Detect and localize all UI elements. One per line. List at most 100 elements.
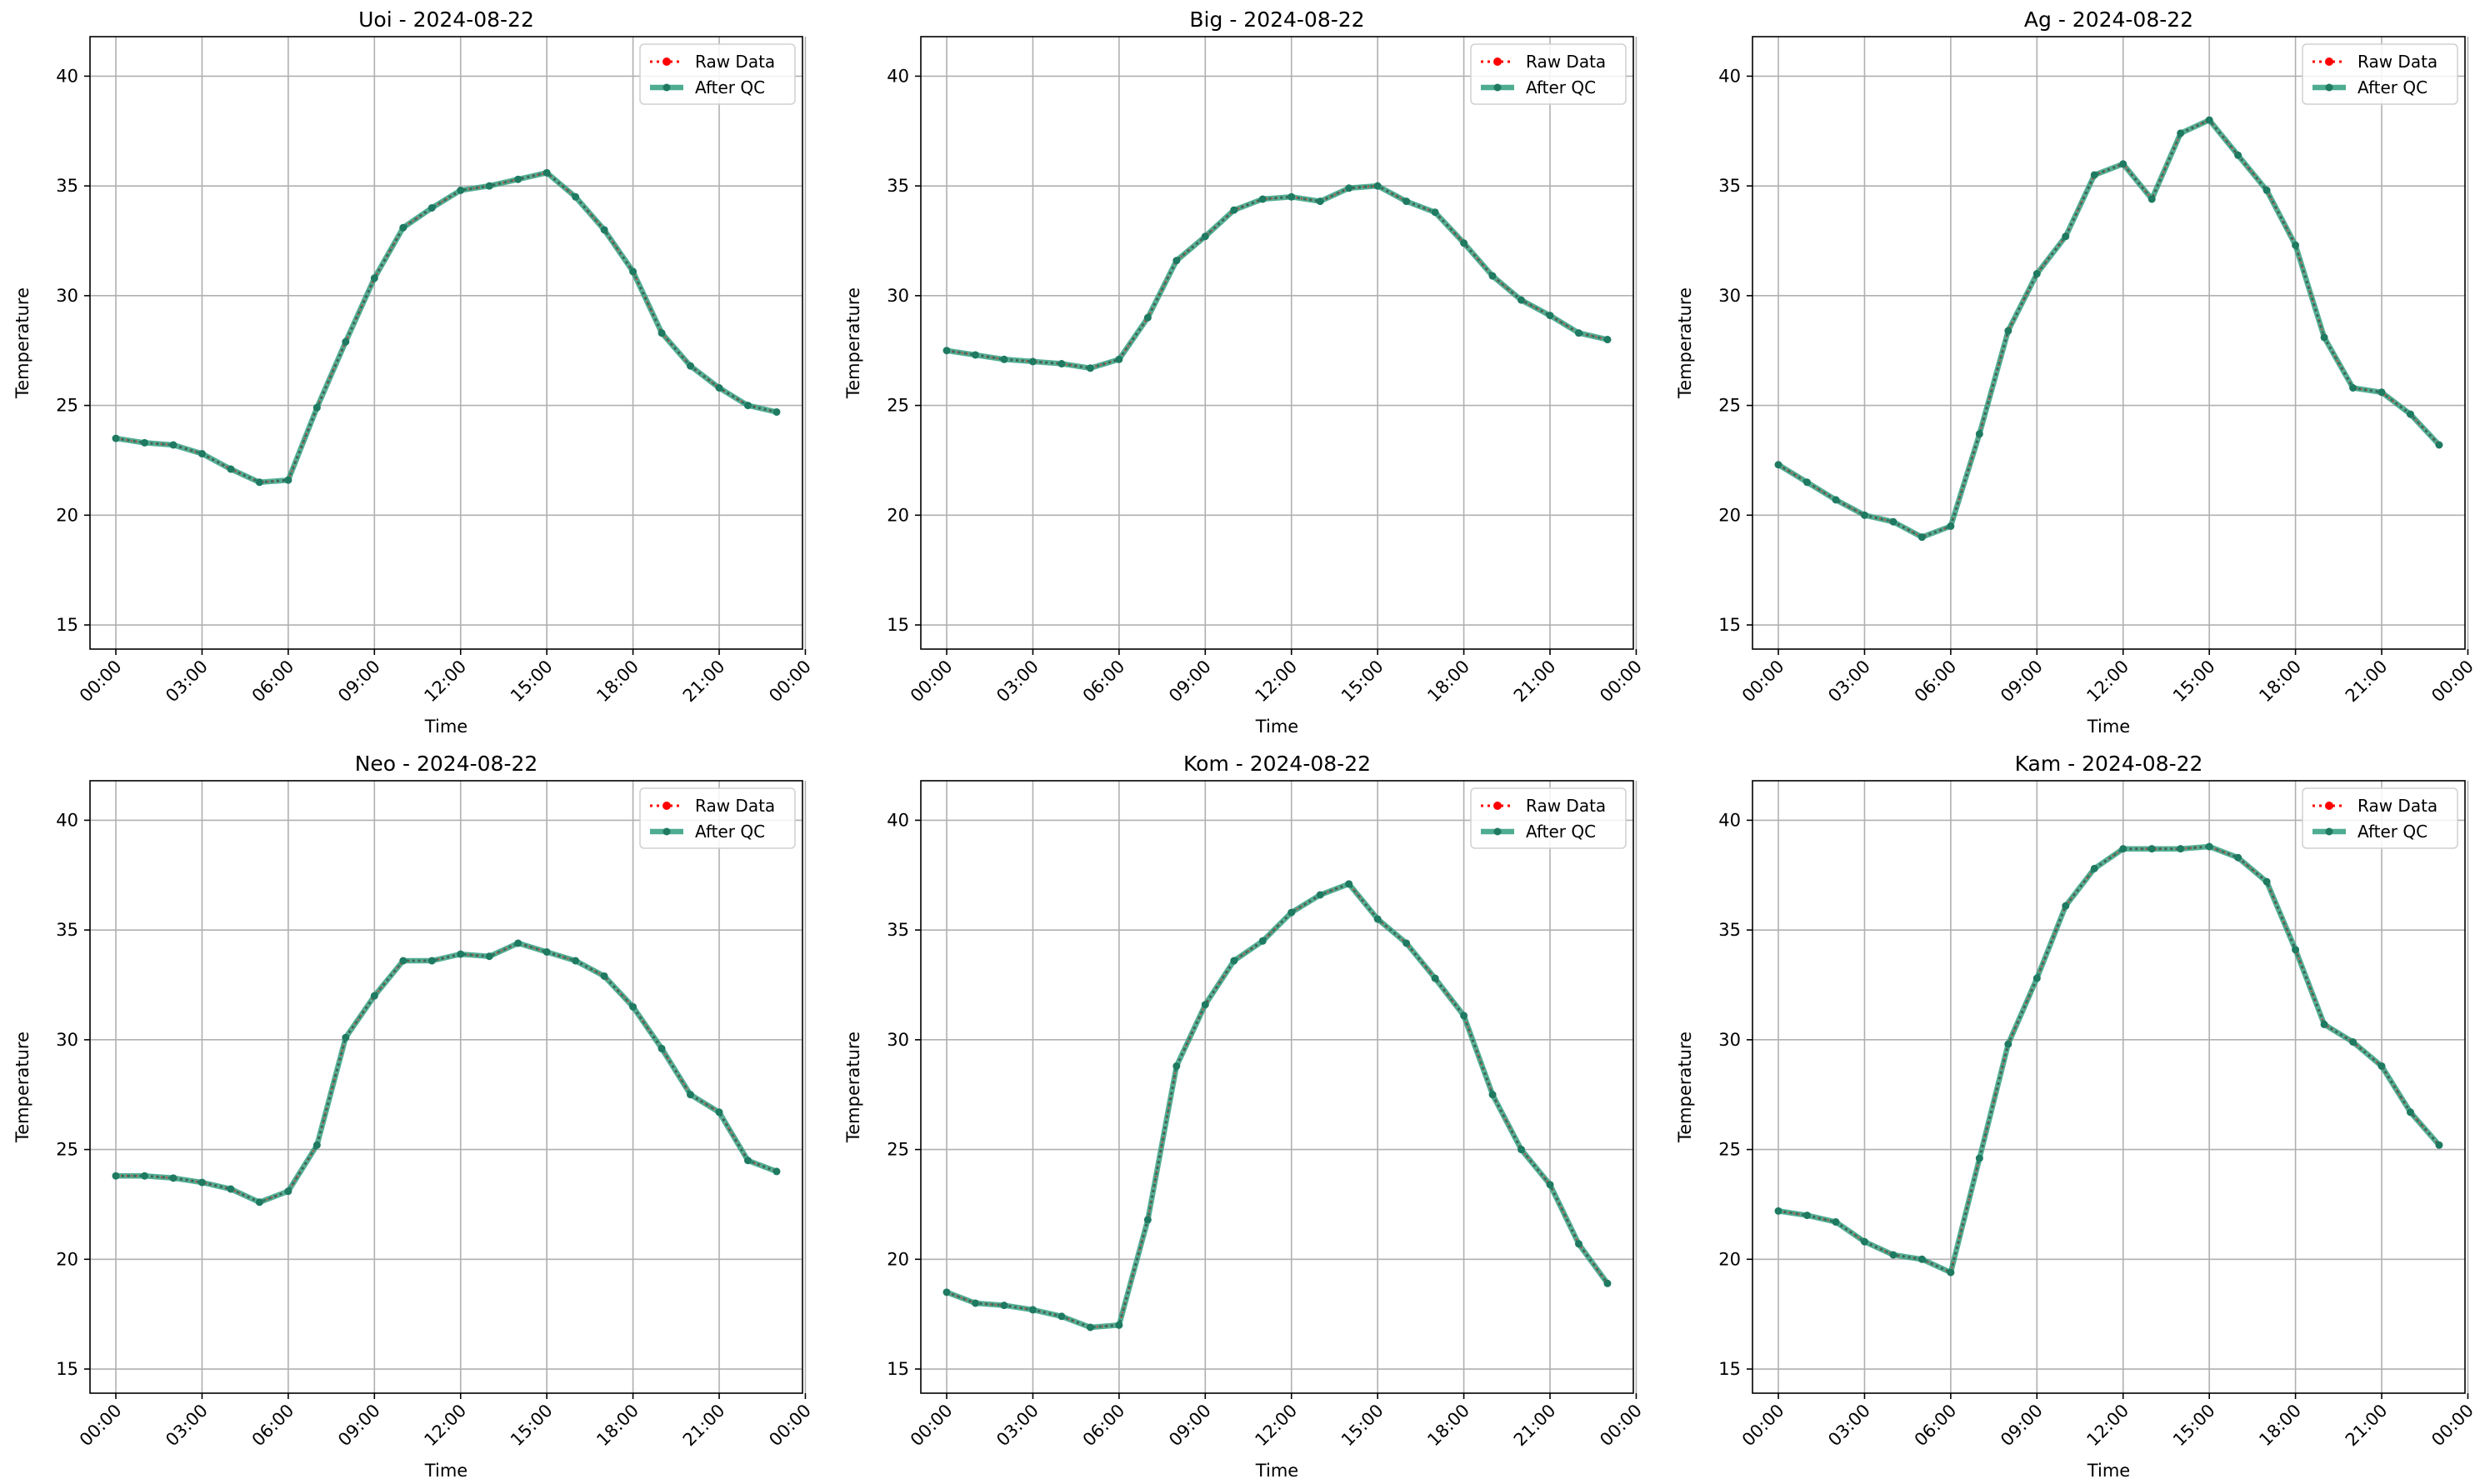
x-tick-label: 03:00 [162,657,212,707]
data-point-after-qc [2234,853,2242,862]
data-point-after-qc [743,402,752,410]
x-tick-label: 12:00 [421,657,471,707]
y-tick-label: 15 [56,615,78,635]
x-tick-label: 09:00 [1165,657,1215,707]
data-point-after-qc [743,1157,752,1165]
data-point-after-qc [370,992,378,1000]
data-point-after-qc [1288,908,1296,917]
x-tick-label: 09:00 [1997,1401,2047,1451]
x-tick-label: 00:00 [765,657,815,707]
data-point-after-qc [2062,902,2070,910]
x-tick-label: 15:00 [507,657,557,707]
y-tick-label: 35 [56,176,78,196]
y-axis-label: Temperature [1675,287,1695,399]
x-tick-label: 00:00 [2428,1401,2478,1451]
data-point-after-qc [2292,946,2300,954]
x-tick-label: 21:00 [2342,657,2392,707]
data-point-after-qc [428,203,436,212]
data-point-after-qc [715,384,723,392]
data-point-after-qc [1230,206,1238,214]
y-axis-label: Temperature [843,287,863,399]
x-tick-label: 06:00 [1079,657,1129,707]
data-point-after-qc [1143,313,1152,322]
legend-label-raw-data: Raw Data [695,796,775,816]
legend-marker-after-qc [662,83,671,92]
x-tick-label: 21:00 [679,1401,729,1451]
data-point-after-qc [169,441,178,449]
legend-label-raw-data: Raw Data [2358,796,2438,816]
plot-frame [89,780,803,1394]
data-point-after-qc [772,1167,781,1176]
subplot-2: 15 20 25 30 35 40 00:00 03:00 06:00 09:00 12:00 15:… [843,7,1646,737]
y-tick-label: 40 [1718,810,1741,830]
series-line-after-qc [1775,117,2442,540]
data-point-after-qc [2349,1037,2358,1046]
data-point-after-qc [1574,1240,1582,1248]
y-tick-label: 25 [56,1140,78,1160]
data-point-after-qc [1258,937,1267,945]
subplot-title: Neo - 2024-08-22 [355,752,538,776]
data-point-after-qc [1000,355,1008,363]
data-point-after-qc [1574,329,1582,337]
x-tick-label: 06:00 [248,657,298,707]
series-line-raw-data [115,171,778,484]
legend-label-raw-data: Raw Data [1526,52,1606,72]
legend-marker-raw-data [662,57,671,66]
legend-label-raw-data: Raw Data [2358,52,2438,72]
data-point-after-qc [1028,1306,1037,1314]
data-point-after-qc [1860,511,1868,519]
x-tick-label: 00:00 [907,657,957,707]
legend-marker-raw-data [2325,57,2333,66]
y-tick-label: 15 [887,1359,909,1379]
data-point-after-qc [1316,891,1324,899]
legend-marker-after-qc [2325,83,2333,92]
legend-label-after-qc: After QC [1526,822,1596,842]
x-tick-label: 00:00 [765,1401,815,1451]
data-point-after-qc [2234,151,2242,159]
series-line-after-qc [112,940,780,1206]
y-tick-label: 25 [1718,1140,1741,1160]
y-axis-label: Temperature [1675,1032,1695,1143]
data-point-after-qc [1373,182,1382,190]
y-tick-label: 40 [887,66,909,86]
legend-marker-raw-data [2325,802,2333,810]
data-point-after-qc [1201,232,1209,241]
x-tick-label: 15:00 [507,1401,557,1451]
data-point-after-qc [1918,533,1926,542]
x-tick-label: 00:00 [76,1401,126,1451]
legend: Raw Data After QC [2302,43,2458,105]
data-point-after-qc [1431,974,1439,982]
plot-frame [89,36,803,650]
data-point-after-qc [629,267,638,276]
legend: Raw Data After QC [2302,787,2458,849]
x-tick-label: 03:00 [162,1401,212,1451]
data-point-after-qc [1172,257,1181,265]
legend-marker-raw-data [662,802,671,810]
y-tick-label: 40 [56,66,78,86]
x-tick-label: 06:00 [1911,657,1961,707]
data-point-after-qc [2262,877,2271,886]
x-axis-label: Time [424,1461,468,1481]
y-tick-label: 15 [56,1359,78,1379]
x-tick-label: 18:00 [592,1401,642,1451]
y-axis-label: Temperature [843,1032,863,1143]
legend: Raw Data After QC [639,787,796,849]
data-point-after-qc [1288,192,1296,201]
subplot-title: Kam - 2024-08-22 [2015,752,2203,776]
data-point-after-qc [2032,270,2041,278]
data-point-after-qc [1832,496,1840,504]
legend: Raw Data After QC [1470,787,1627,849]
data-point-after-qc [2004,327,2012,335]
data-point-after-qc [1832,1218,1840,1227]
data-point-after-qc [227,1185,235,1193]
x-tick-label: 06:00 [248,1401,298,1451]
x-tick-label: 03:00 [992,657,1042,707]
data-point-after-qc [1546,312,1554,320]
data-point-after-qc [1975,1154,1983,1162]
subplot-4: 15 20 25 30 35 40 00:00 03:00 06:00 09:00 12:00 15:… [12,752,815,1481]
subplot-3: 15 20 25 30 35 40 00:00 03:00 06:00 09:00 12:00 15:… [1675,7,2478,737]
x-tick-label: 00:00 [1738,657,1788,707]
data-point-after-qc [1172,1062,1181,1070]
y-tick-label: 40 [887,810,909,830]
data-point-after-qc [972,351,980,359]
